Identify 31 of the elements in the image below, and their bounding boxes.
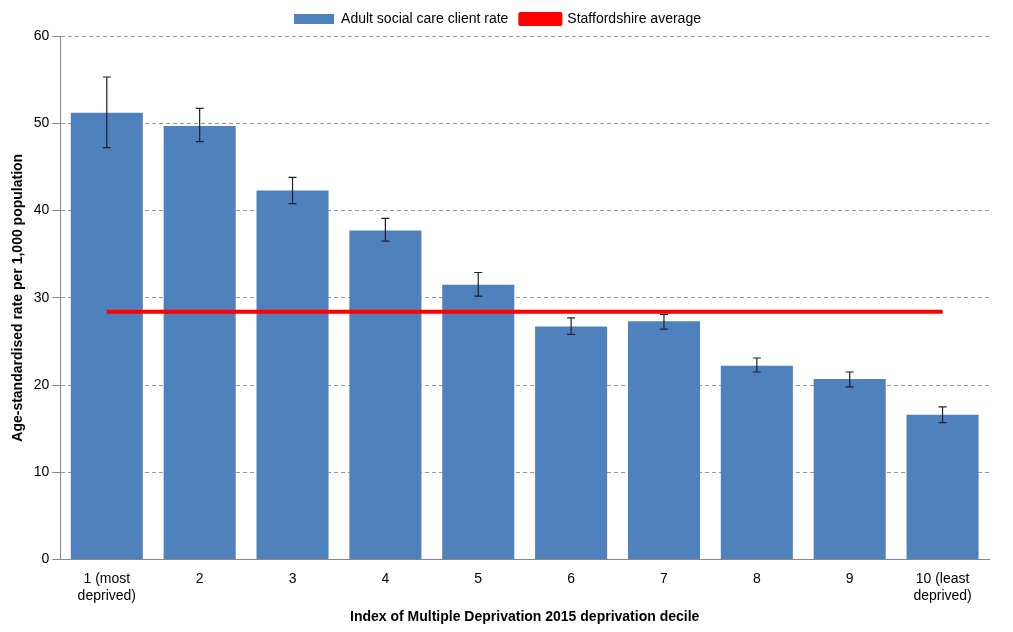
y-tick-label: 60 bbox=[33, 26, 50, 43]
bar bbox=[163, 125, 236, 560]
x-tick-label: 8 bbox=[752, 569, 761, 586]
bar bbox=[627, 321, 701, 560]
x-tick-label: 10 (least deprived) bbox=[913, 569, 972, 603]
y-tick-label: 10 bbox=[33, 463, 50, 480]
x-tick-label: 9 bbox=[845, 569, 854, 586]
bar bbox=[70, 112, 143, 560]
bar bbox=[442, 284, 515, 560]
bar bbox=[535, 326, 608, 560]
legend-label: Staffordshire average bbox=[567, 9, 702, 26]
x-tick-label: 1 (most deprived) bbox=[77, 569, 136, 603]
x-tick-label: 5 bbox=[474, 569, 483, 586]
x-tick-label: 6 bbox=[567, 569, 576, 586]
y-tick-label: 40 bbox=[33, 201, 50, 218]
y-axis-title: Age-standardised rate per 1,000 population bbox=[9, 153, 26, 442]
bar bbox=[256, 190, 329, 560]
bar bbox=[813, 378, 886, 560]
x-tick-label: 7 bbox=[660, 569, 669, 586]
y-tick-label: 0 bbox=[41, 550, 50, 567]
y-tick-label: 30 bbox=[33, 288, 50, 305]
x-tick-label: 4 bbox=[381, 569, 390, 586]
legend-label: Adult social care client rate bbox=[341, 9, 509, 26]
bar bbox=[349, 230, 422, 560]
y-tick-label: 50 bbox=[33, 114, 50, 131]
x-tick-label: 2 bbox=[195, 569, 204, 586]
x-axis-title: Index of Multiple Deprivation 2015 deprivation decile bbox=[350, 608, 700, 625]
x-tick-label: 3 bbox=[288, 569, 297, 586]
y-tick-label: 20 bbox=[33, 375, 50, 392]
bar bbox=[906, 414, 979, 560]
bar bbox=[720, 365, 793, 560]
